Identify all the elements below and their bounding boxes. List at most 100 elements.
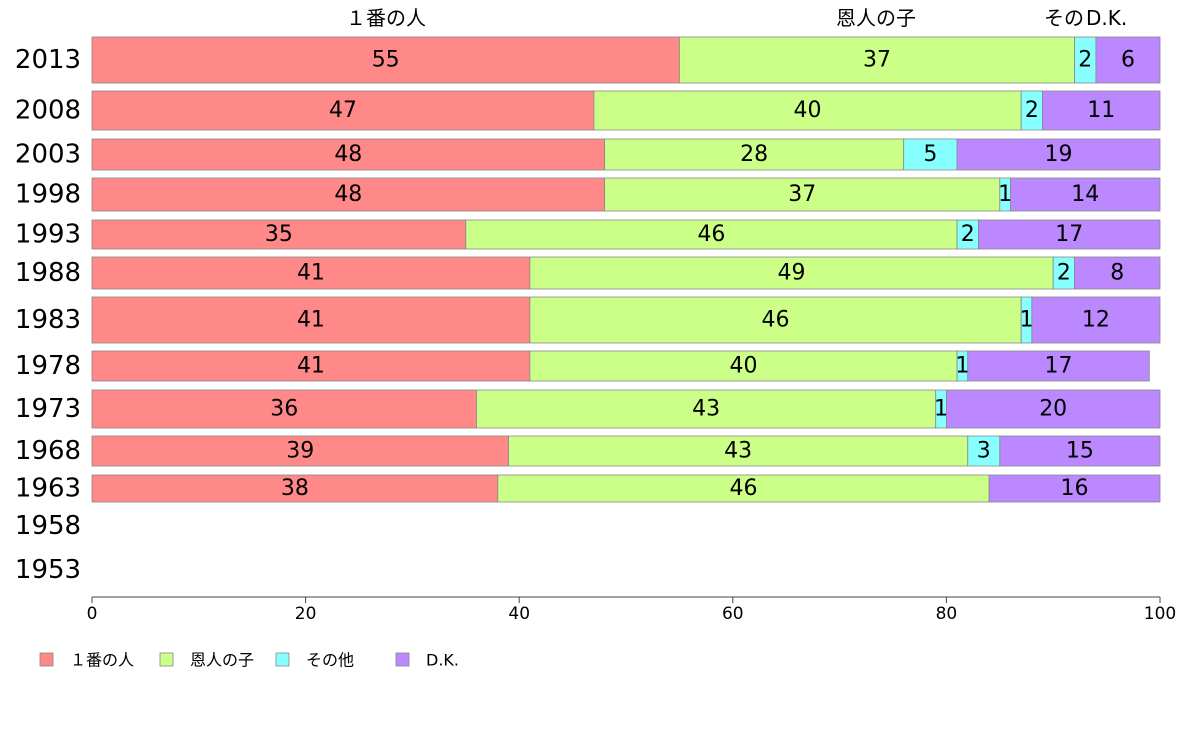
bar-segment (1042, 90, 1161, 131)
bar-value-label: 48 (334, 182, 362, 207)
bar-value-label: 2 (1078, 48, 1092, 73)
x-axis: 0 20 40 60 80 100 (87, 596, 1176, 624)
bar-value-label: 14 (1071, 182, 1099, 207)
category-labels: 2013 2008 2003 1998 1993 1988 1983 1978 1973 1968… (15, 45, 81, 585)
bar-value-label: 1 (998, 182, 1012, 207)
bar-segment (604, 177, 1001, 212)
category-label: 1998 (15, 180, 81, 210)
bar-value-label: 46 (729, 476, 757, 501)
bar-value-label: 6 (1121, 48, 1135, 73)
header-label: １番の人 (346, 6, 426, 30)
legend-label: その他 (306, 651, 354, 670)
bar-segment (903, 138, 958, 171)
bar-value-label: 2 (1025, 98, 1039, 123)
legend-swatch (275, 652, 290, 667)
bar-value-label: 8 (1110, 261, 1124, 286)
bar-segment (679, 36, 1075, 84)
bar-segment (967, 435, 1001, 467)
bar-segment (91, 36, 680, 84)
bar-value-label: 19 (1045, 142, 1073, 167)
bar-value-label: 41 (297, 261, 325, 286)
category-label: 1983 (15, 305, 81, 335)
bar-segment (91, 90, 595, 131)
legend-swatch (39, 652, 54, 667)
category-label: 1953 (15, 555, 81, 585)
x-tick-label: 0 (87, 604, 98, 624)
bar-segment (1074, 256, 1161, 290)
bar-segment (91, 350, 531, 382)
category-label: 1973 (15, 394, 81, 424)
bar-value-label: 3 (977, 439, 991, 464)
bar-value-label: 17 (1045, 354, 1073, 379)
bar-value-label: 43 (692, 397, 720, 422)
bar-value-label: 2 (1057, 261, 1071, 286)
bar-segment (91, 177, 606, 212)
bar-segment (593, 90, 1022, 131)
legend-label: １番の人 (70, 651, 134, 670)
legend-swatch (395, 652, 410, 667)
bar-value-label: 11 (1087, 98, 1115, 123)
header-label: その (1044, 6, 1084, 30)
bar-value-label: 41 (297, 308, 325, 333)
bar-value-label: 36 (270, 397, 298, 422)
bar-value-label: 38 (281, 476, 309, 501)
bar-value-label: 5 (923, 142, 937, 167)
bar-value-label: 16 (1061, 476, 1089, 501)
bar-value-label: 1 (1020, 308, 1034, 333)
bar-value-label: 43 (724, 439, 752, 464)
bar-value-label: 1 (934, 397, 948, 422)
bar-segment (946, 389, 1161, 429)
bar-segment (91, 219, 467, 250)
bar-segment (465, 219, 958, 250)
category-label: 1993 (15, 220, 81, 250)
bar-value-label: 47 (329, 98, 357, 123)
category-label: 1968 (15, 436, 81, 466)
bar-value-label: 48 (334, 142, 362, 167)
bar-segment (91, 389, 477, 429)
bar-value-label: 55 (372, 48, 400, 73)
bar-segment (988, 474, 1161, 503)
legend-label: D.K. (426, 651, 459, 670)
bar-value-label: 46 (762, 308, 790, 333)
header-label: D.K. (1086, 6, 1127, 30)
bar-value-label: 49 (778, 261, 806, 286)
bar-value-label: 17 (1055, 222, 1083, 247)
x-tick-label: 40 (508, 604, 530, 624)
category-label: 1958 (15, 511, 81, 541)
bar-segment (978, 219, 1161, 250)
bar-segment (529, 296, 1022, 344)
series-header-labels: １番の人 恩人の子 その D.K. (346, 6, 1127, 30)
category-label: 1988 (15, 258, 81, 288)
bar-segment (604, 138, 905, 171)
x-tick-label: 20 (295, 604, 317, 624)
x-tick-label: 100 (1144, 604, 1176, 624)
legend-swatch (159, 652, 174, 667)
bar-value-label: 35 (265, 222, 293, 247)
bar-segment (1010, 177, 1161, 212)
bar-value-label: 15 (1066, 439, 1094, 464)
bar-segment (956, 138, 1161, 171)
legend: １番の人 恩人の子 その他 D.K. (39, 651, 459, 670)
bar-value-label: 12 (1082, 308, 1110, 333)
bar-segment (529, 256, 1054, 290)
bar-value-label: 20 (1039, 397, 1067, 422)
bar-segment (1031, 296, 1161, 344)
bar-value-label: 1 (955, 354, 969, 379)
bar-value-label: 41 (297, 354, 325, 379)
bar-segment (999, 435, 1161, 467)
bar-segment (91, 296, 531, 344)
category-label: 2008 (15, 96, 81, 126)
category-label: 1963 (15, 474, 81, 504)
bar-value-label: 37 (863, 48, 891, 73)
header-label: 恩人の子 (836, 6, 916, 30)
bar-value-label: 28 (740, 142, 768, 167)
bar-value-label: 39 (286, 439, 314, 464)
x-tick-label: 60 (722, 604, 744, 624)
bar-segment (529, 350, 958, 382)
category-label: 2003 (15, 140, 81, 170)
bar-segment (967, 350, 1150, 382)
bar-value-label: 40 (729, 354, 757, 379)
bar-value-label: 37 (788, 182, 816, 207)
